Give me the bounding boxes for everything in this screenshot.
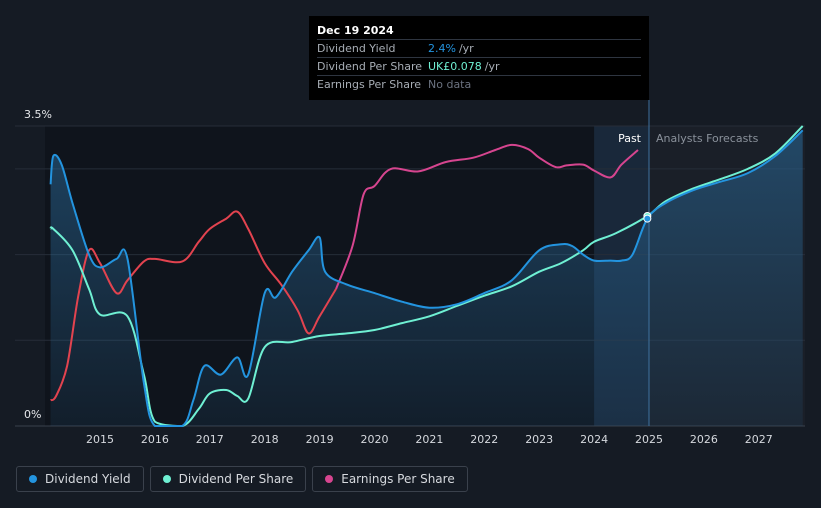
past-label: Past	[618, 132, 642, 145]
y-axis-bottom-label: 0%	[24, 408, 41, 421]
x-tick-label: 2019	[306, 433, 334, 446]
dividend-yield-line	[49, 129, 804, 427]
y-axis-top-label: 3.5%	[24, 108, 52, 121]
legend-label: Earnings Per Share	[341, 472, 455, 486]
dividend-chart: 3.5% 0% 2015 2016 2017 2018 2019 2020 2021 2022…	[15, 100, 805, 446]
x-axis-ticks: 2015 2016 2017 2018 2019 2020 2021 2022 2023 2024…	[86, 433, 773, 446]
legend-label: Dividend Per Share	[178, 472, 294, 486]
legend-label: Dividend Yield	[45, 472, 131, 486]
x-tick-label: 2026	[690, 433, 718, 446]
dividend-yield-area	[50, 130, 803, 427]
x-tick-label: 2017	[196, 433, 224, 446]
x-tick-label: 2015	[86, 433, 114, 446]
tooltip-row-earnings-per-share: Earnings Per Share No data	[317, 75, 641, 93]
legend-dot-icon	[325, 475, 334, 483]
tooltip-value: 2.4%	[428, 42, 456, 55]
tooltip-row-dividend-per-share: Dividend Per Share UK£0.078 /yr	[317, 57, 641, 75]
x-tick-label: 2023	[525, 433, 553, 446]
x-tick-label: 2016	[141, 433, 169, 446]
forecast-label: Analysts Forecasts	[656, 132, 759, 145]
hover-markers	[643, 212, 652, 223]
tooltip-value: No data	[428, 78, 472, 91]
legend-dot-icon	[29, 475, 37, 483]
legend-dividend-yield[interactable]: Dividend Yield	[16, 466, 144, 492]
tooltip-value: UK£0.078	[428, 60, 482, 73]
hover-tooltip: Dec 19 2024 Dividend Yield 2.4% /yr Divi…	[309, 16, 649, 100]
x-tick-label: 2020	[361, 433, 389, 446]
tooltip-row-dividend-yield: Dividend Yield 2.4% /yr	[317, 39, 641, 57]
x-tick-label: 2025	[635, 433, 663, 446]
x-tick-label: 2024	[580, 433, 608, 446]
legend-earnings-per-share[interactable]: Earnings Per Share	[312, 466, 468, 492]
x-tick-label: 2022	[470, 433, 498, 446]
x-tick-label: 2021	[415, 433, 443, 446]
tooltip-date: Dec 19 2024	[317, 24, 394, 37]
tooltip-label: Earnings Per Share	[317, 78, 422, 91]
earnings-per-share-line	[335, 143, 639, 290]
legend-dividend-per-share[interactable]: Dividend Per Share	[149, 466, 307, 492]
x-tick-label: 2027	[745, 433, 773, 446]
chart-legend: Dividend Yield Dividend Per Share Earnin…	[16, 466, 468, 492]
hover-point-marker	[643, 214, 652, 223]
tooltip-label: Dividend Yield	[317, 42, 396, 55]
tooltip-unit: /yr	[484, 60, 500, 73]
legend-dot-icon	[162, 475, 171, 483]
tooltip-label: Dividend Per Share	[317, 60, 423, 73]
tooltip-unit: /yr	[458, 42, 474, 55]
x-tick-label: 2018	[251, 433, 279, 446]
